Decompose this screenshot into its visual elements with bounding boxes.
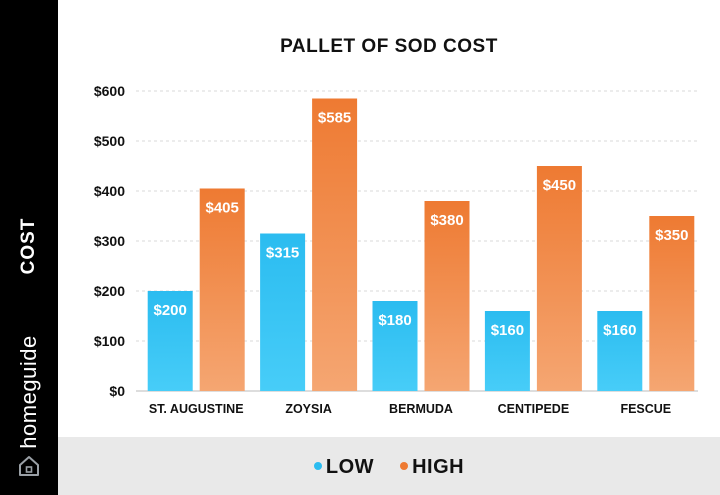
legend: LOW HIGH [58,456,720,479]
x-tick-label: ZOYSIA [285,402,332,416]
data-label: $160 [491,322,524,339]
x-tick-label: CENTIPEDE [498,402,570,416]
legend-label-low: LOW [325,456,375,478]
data-label: $405 [206,200,239,217]
y-tick-label: $600 [94,83,125,99]
bar-low [484,311,530,391]
y-tick-label: $0 [109,383,125,399]
x-tick-label: BERMUDA [389,402,453,416]
legend-item-low: LOW [313,456,375,479]
x-tick-label: ST. AUGUSTINE [149,402,244,416]
bar-high [649,216,695,391]
bar-high [312,98,358,391]
data-label: $160 [603,322,636,339]
bar-high [536,166,582,391]
legend-label-high: HIGH [412,456,465,478]
y-tick-label: $500 [94,133,125,149]
bar-chart: $0 $100 $200 $300 $400 $500 $600 ST. AUGUSTINE… [94,83,698,416]
sidebar: COST homeguide [0,0,58,495]
data-label: $200 [154,302,187,319]
brand-logo-text: homeguide [16,335,41,449]
legend-item-high: HIGH [400,456,464,479]
y-tick-label: $100 [94,333,125,349]
bar-low [147,291,193,391]
data-label: $350 [655,227,688,244]
y-axis-label: COST [18,217,39,275]
bar-low [597,311,643,391]
legend-area: LOW HIGH [58,437,720,495]
legend-dot-high [400,461,409,470]
data-label: $450 [543,177,576,194]
bar-low [260,233,306,391]
data-label: $585 [318,110,351,127]
bar-high [424,201,470,391]
data-label: $180 [378,312,411,329]
y-tick-label: $400 [94,183,125,199]
data-label: $380 [430,212,463,229]
y-tick-label: $300 [94,233,125,249]
bar-low [372,301,418,391]
data-label: $315 [266,245,299,262]
y-tick-label: $200 [94,283,125,299]
house-icon [19,456,39,476]
chart-title: PALLET OF SOD COST [280,36,498,57]
x-tick-label: FESCUE [620,402,671,416]
legend-dot-low [313,461,322,470]
bar-high [199,188,245,391]
